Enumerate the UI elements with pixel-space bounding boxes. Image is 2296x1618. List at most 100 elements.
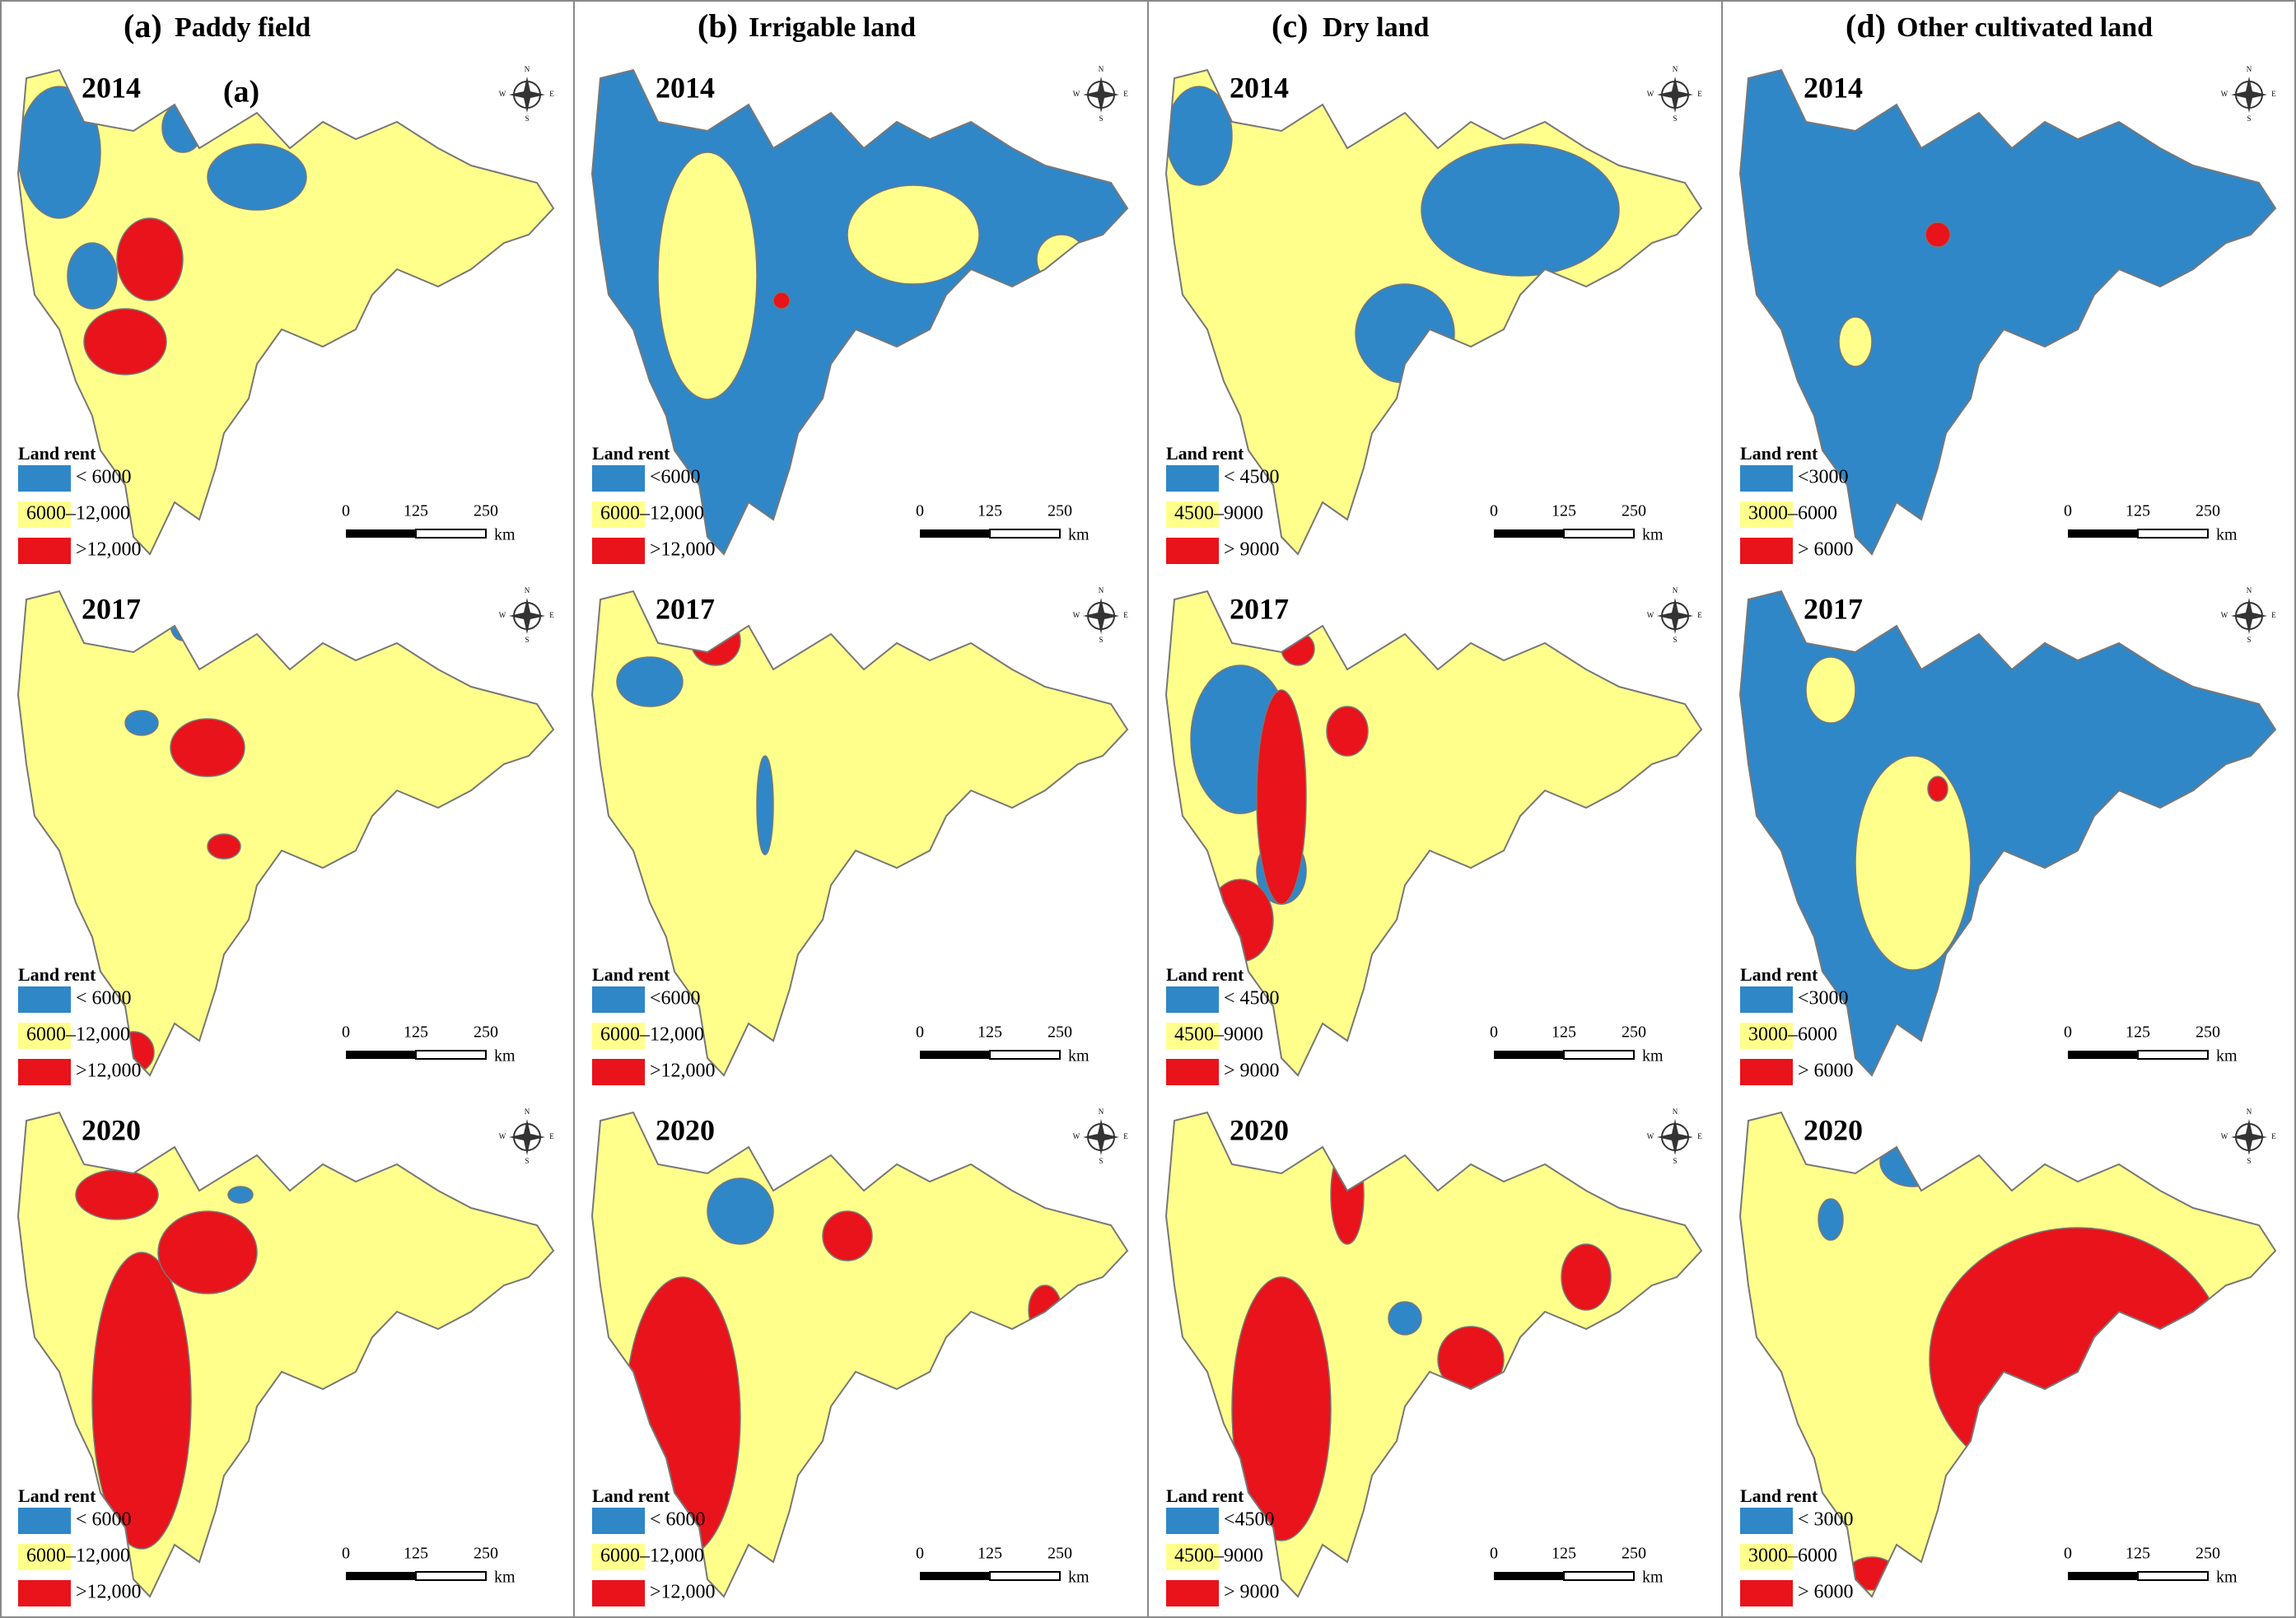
compass: N W E S [2221, 1107, 2277, 1165]
scale-tick: 250 [1048, 502, 1072, 520]
compass-letter: S [1673, 114, 1677, 123]
compass-letter: E [1697, 611, 1702, 619]
scale-tick: 0 [2064, 1545, 2072, 1563]
scale-tick: 125 [1552, 502, 1576, 520]
legend-label: 4500–9000 [1174, 503, 1263, 525]
scale-tick: 0 [1490, 502, 1498, 520]
region [157, 1210, 258, 1294]
compass-letter: W [1073, 1132, 1080, 1140]
scale-tick: 250 [1622, 502, 1646, 520]
compass: N W E S [1073, 586, 1129, 644]
year: 2020 [656, 1113, 715, 1146]
scale-tick: 125 [1552, 1023, 1576, 1042]
scale-tick: 125 [978, 1545, 1002, 1563]
compass-letter: S [525, 1157, 529, 1165]
legend-label: 4500–9000 [1174, 1024, 1263, 1046]
legend-swatch [18, 1023, 71, 1049]
compass-star [509, 1119, 545, 1155]
region [18, 86, 101, 219]
legend-title: Land rent [1740, 964, 1818, 985]
compass-star [2231, 598, 2267, 634]
panel-label: (c) [1272, 7, 1308, 44]
compass-letter: N [1673, 65, 1678, 73]
compass-star [509, 598, 545, 634]
compass-letter: N [1099, 586, 1104, 595]
year: 2020 [1804, 1113, 1863, 1146]
compass-letter: W [2221, 90, 2228, 98]
region [1330, 1145, 1365, 1245]
region [1855, 755, 1972, 971]
panel-title: Dry land [1323, 12, 1430, 43]
legend-label: >12,000 [650, 539, 716, 561]
scale-unit: km [494, 1569, 516, 1587]
legend-swatch [1166, 1580, 1219, 1606]
compass-letter: E [2271, 611, 2276, 619]
map-cell: 2014 N W E S Land rent <6000 6000–12,000 >12,000… [591, 65, 1128, 564]
legend-label: 6000–12,000 [26, 1546, 130, 1567]
region [1838, 316, 1873, 367]
legend-swatch [1166, 465, 1219, 492]
legend-label: >12,000 [650, 1061, 716, 1082]
scale-tick: 125 [404, 1023, 428, 1042]
scale-bar-black [2068, 529, 2138, 538]
scale-tick: 125 [404, 502, 428, 520]
panel-label: (a) [124, 7, 162, 44]
compass: N W E S [499, 65, 555, 123]
scale-bar-black [920, 529, 990, 538]
regions [1838, 221, 1951, 367]
region [1421, 143, 1620, 277]
compass: N W E S [2221, 65, 2277, 123]
scale-bar-black [346, 1051, 416, 1059]
legend-swatch [592, 1059, 645, 1085]
region [772, 291, 791, 310]
region [847, 184, 980, 285]
legend-title: Land rent [592, 1485, 670, 1506]
regions [1805, 656, 1972, 971]
year: 2014 [656, 71, 715, 104]
legend-label: 3000–6000 [1748, 1024, 1837, 1046]
legend-swatch [18, 1544, 71, 1570]
region [657, 152, 758, 400]
legend-label: < 6000 [650, 1509, 706, 1531]
compass-letter: E [1123, 90, 1128, 98]
compass-star [1657, 598, 1693, 634]
scale-bar-white [989, 1050, 1061, 1060]
compass-letter: E [549, 1132, 554, 1140]
legend-swatch [1166, 986, 1219, 1013]
region [1206, 879, 1274, 963]
legend-swatch [18, 465, 71, 492]
legend-label: >12,000 [76, 1061, 142, 1082]
legend-swatch [18, 986, 71, 1013]
compass-letter: W [1073, 611, 1080, 619]
legend-swatch [592, 1023, 645, 1049]
compass: N W E S [1073, 1107, 1129, 1165]
legend-label: <6000 [650, 988, 701, 1010]
compass-star [1083, 598, 1119, 634]
scale-tick: 250 [474, 1023, 498, 1042]
scale-tick: 0 [342, 502, 350, 520]
scale-bar-black [1494, 1572, 1564, 1580]
legend-swatch [1740, 1580, 1793, 1606]
compass-letter: W [2221, 611, 2228, 619]
scale-tick: 0 [2064, 1023, 2072, 1042]
map-cell: 2014 N W E S Land rent < 4500 4500–9000 > 9000 0 1… [1165, 65, 1702, 564]
compass: N W E S [1647, 586, 1703, 644]
legend-swatch [1740, 986, 1793, 1013]
compass-letter: S [1099, 1157, 1103, 1165]
scale-bar-white [989, 529, 1061, 539]
compass-letter: E [549, 90, 554, 98]
region [1326, 706, 1369, 757]
region [170, 607, 196, 641]
map-cell: 2014 (a) N W E S Land rent < 6000 6000–12,000 >12… [17, 65, 555, 564]
scale-tick: 0 [916, 1545, 924, 1563]
compass-letter: N [2247, 1107, 2252, 1116]
region [170, 718, 245, 777]
map-cell: 2017 N W E S Land rent < 4500 4500–9000 > 9000 0 1… [1165, 586, 1703, 1085]
region [207, 143, 307, 211]
compass-star [1657, 77, 1693, 113]
compass-letter: S [525, 636, 529, 644]
legend-swatch [18, 538, 71, 564]
legend-label: 3000–6000 [1748, 503, 1837, 525]
legend-label: 4500–9000 [1174, 1546, 1263, 1567]
legend-swatch [1740, 538, 1793, 564]
